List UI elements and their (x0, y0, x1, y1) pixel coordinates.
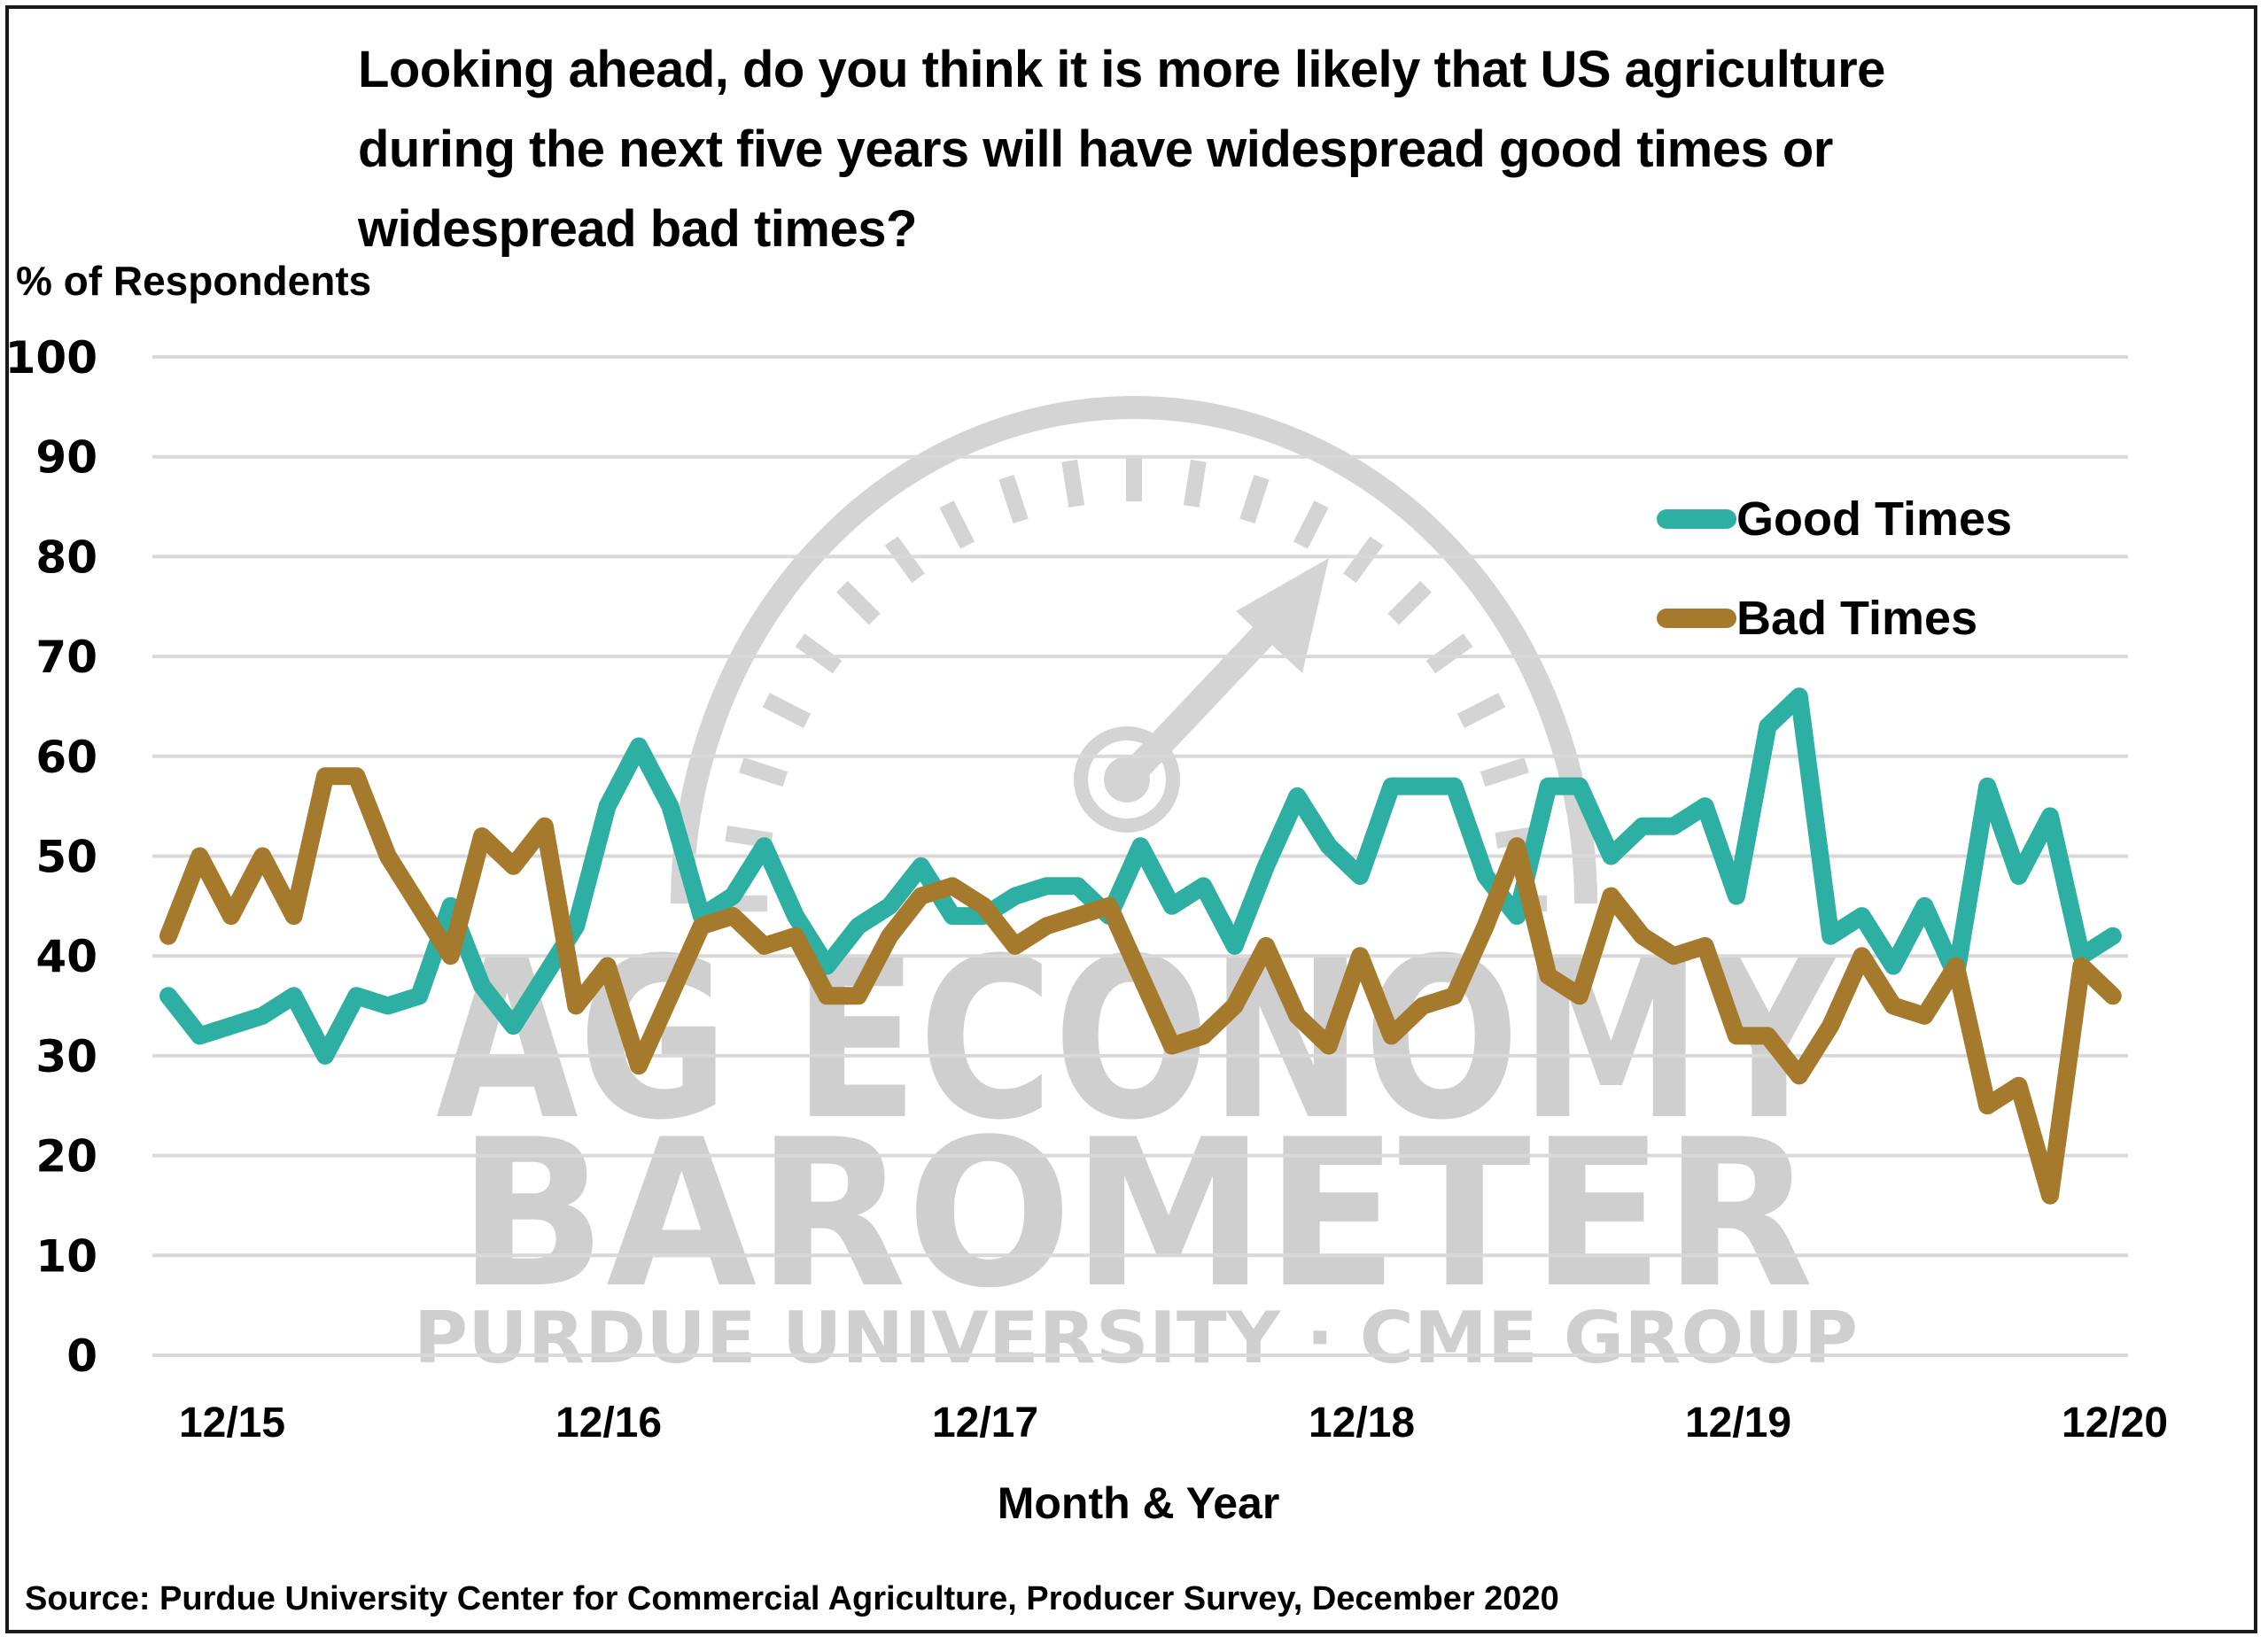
legend-label: Bad Times (1736, 592, 1978, 645)
x-tick-label: 12/18 (1309, 1400, 1415, 1446)
y-axis-ticks: 0 10 20 30 40 50 60 70 80 90 100 (5, 332, 97, 1382)
y-tick-label: 20 (35, 1131, 97, 1183)
y-tick-label: 70 (35, 632, 97, 683)
chart-title: Looking ahead, do you think it is more l… (358, 30, 2174, 269)
y-tick-label: 0 (66, 1330, 97, 1382)
x-tick-label: 12/16 (555, 1400, 662, 1446)
legend: Good Times Bad Times (1657, 469, 2012, 668)
series-line-good-times (159, 687, 2122, 1065)
y-tick-label: 90 (35, 432, 97, 484)
x-axis-label: Month & Year (0, 1477, 2268, 1529)
x-tick-label: 12/15 (179, 1400, 285, 1446)
y-tick-label: 60 (35, 732, 97, 783)
gauge-icon (671, 396, 1597, 911)
y-tick-label: 100 (5, 332, 97, 384)
watermark-line-3: PURDUE UNIVERSITY · CME GROUP (414, 1297, 1858, 1379)
legend-swatch-good-times (1657, 509, 1736, 529)
x-tick-label: 12/20 (2062, 1400, 2168, 1446)
x-tick-label: 12/17 (932, 1400, 1038, 1446)
x-axis-label-text: Month & Year (997, 1478, 1280, 1528)
series-line-bad-times (159, 767, 2122, 1205)
legend-label: Good Times (1736, 492, 2013, 546)
y-tick-label: 10 (35, 1230, 97, 1282)
legend-swatch-bad-times (1657, 609, 1736, 628)
x-tick-label: 12/19 (1685, 1400, 1791, 1446)
title-line-3: widespread bad times? (358, 200, 917, 258)
legend-item-bad-times: Bad Times (1657, 569, 2012, 668)
title-line-2: during the next five years will have wid… (358, 120, 1833, 178)
title-line-1: Looking ahead, do you think it is more l… (358, 41, 1885, 98)
y-tick-label: 80 (35, 531, 97, 583)
watermark-line-2: BAROMETER (458, 1097, 1814, 1333)
y-tick-label: 30 (35, 1031, 97, 1082)
legend-item-good-times: Good Times (1657, 469, 2012, 569)
x-axis-ticks: 12/15 12/16 12/17 12/18 12/19 12/20 (179, 1400, 2168, 1446)
data-series (159, 687, 2122, 1205)
source-note: Source: Purdue University Center for Com… (25, 1580, 1559, 1617)
y-tick-label: 40 (35, 931, 97, 982)
y-axis-label: % of Respondents (16, 258, 372, 304)
y-tick-label: 50 (35, 832, 97, 883)
